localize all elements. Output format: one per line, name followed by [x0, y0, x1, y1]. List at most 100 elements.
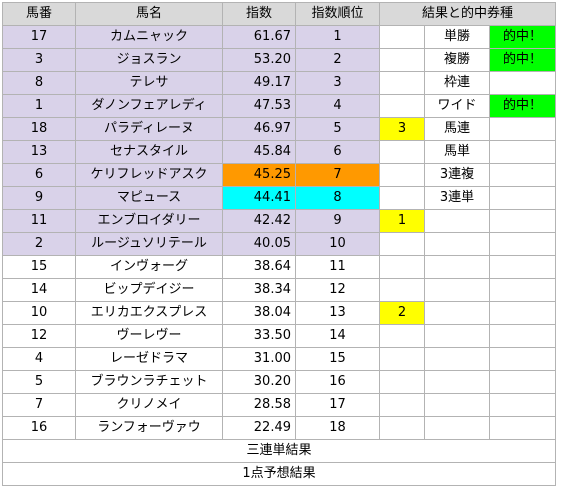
- index-rank-cell: 7: [295, 163, 380, 187]
- index-cell: 44.41: [222, 186, 296, 210]
- index-rank-cell: 15: [295, 347, 380, 371]
- horse-name-cell: インヴォーグ: [75, 255, 223, 279]
- bet-type-cell: ワイド: [424, 94, 490, 118]
- hit-cell: [489, 301, 556, 325]
- index-rank-cell: 12: [295, 278, 380, 302]
- hit-cell: [489, 232, 556, 256]
- result-cell: [379, 278, 425, 302]
- bet-type-cell: [424, 370, 490, 394]
- horse-name-cell: ブラウンラチェット: [75, 370, 223, 394]
- index-rank-cell: 13: [295, 301, 380, 325]
- table-row: 7 クリノメイ 28.58 17: [2, 393, 556, 417]
- horse-name-cell: ヴーレヴー: [75, 324, 223, 348]
- horse-number-cell: 14: [2, 278, 76, 302]
- table-row: 13 セナスタイル 45.84 6 馬単: [2, 140, 556, 164]
- horse-number-cell: 9: [2, 186, 76, 210]
- hit-cell: [489, 370, 556, 394]
- horse-number-cell: 4: [2, 347, 76, 371]
- index-table: 馬番 馬名 指数 指数順位 結果と的中券種 17 カムニャック 61.67 1 単勝 的中…: [2, 2, 556, 486]
- result-cell: [379, 416, 425, 440]
- index-cell: 22.49: [222, 416, 296, 440]
- horse-number-cell: 17: [2, 25, 76, 49]
- table-row: 3 ジョスラン 53.20 2 複勝 的中！: [2, 48, 556, 72]
- horse-name-cell: ジョスラン: [75, 48, 223, 72]
- table-row: 18 パラディレーヌ 46.97 5 3 馬連: [2, 117, 556, 141]
- hit-cell: [489, 163, 556, 187]
- table-row: 17 カムニャック 61.67 1 単勝 的中！: [2, 25, 556, 49]
- index-rank-cell: 1: [295, 25, 380, 49]
- table-row: 9 マピュース 44.41 8 3連単: [2, 186, 556, 210]
- hit-cell: 的中！: [489, 25, 556, 49]
- header-index: 指数: [222, 2, 296, 26]
- result-cell: [379, 25, 425, 49]
- bet-type-cell: [424, 232, 490, 256]
- horse-name-cell: ビップデイジー: [75, 278, 223, 302]
- footer-trifecta-row: 三連単結果: [2, 439, 556, 463]
- index-rank-cell: 16: [295, 370, 380, 394]
- horse-number-cell: 18: [2, 117, 76, 141]
- hit-cell: 的中！: [489, 48, 556, 72]
- header-row: 馬番 馬名 指数 指数順位 結果と的中券種: [2, 2, 556, 26]
- horse-number-cell: 10: [2, 301, 76, 325]
- hit-cell: [489, 255, 556, 279]
- horse-number-cell: 8: [2, 71, 76, 95]
- index-cell: 31.00: [222, 347, 296, 371]
- result-cell: [379, 186, 425, 210]
- header-horse-number: 馬番: [2, 2, 76, 26]
- index-cell: 53.20: [222, 48, 296, 72]
- horse-name-cell: エンブロイダリー: [75, 209, 223, 233]
- horse-name-cell: ダノンフェアレディ: [75, 94, 223, 118]
- bet-type-cell: 複勝: [424, 48, 490, 72]
- horse-number-cell: 7: [2, 393, 76, 417]
- horse-number-cell: 12: [2, 324, 76, 348]
- index-rank-cell: 5: [295, 117, 380, 141]
- index-rank-cell: 3: [295, 71, 380, 95]
- bet-type-cell: 3連複: [424, 163, 490, 187]
- result-cell: [379, 232, 425, 256]
- hit-cell: [489, 347, 556, 371]
- bet-type-cell: 馬連: [424, 117, 490, 141]
- horse-name-cell: ケリフレッドアスク: [75, 163, 223, 187]
- result-cell: [379, 94, 425, 118]
- bet-type-cell: [424, 301, 490, 325]
- index-rank-cell: 11: [295, 255, 380, 279]
- hit-cell: 的中！: [489, 94, 556, 118]
- table-row: 2 ルージュソリテール 40.05 10: [2, 232, 556, 256]
- horse-name-cell: マピュース: [75, 186, 223, 210]
- index-cell: 28.58: [222, 393, 296, 417]
- horse-number-cell: 11: [2, 209, 76, 233]
- hit-cell: [489, 117, 556, 141]
- bet-type-cell: 単勝: [424, 25, 490, 49]
- bet-type-cell: [424, 209, 490, 233]
- index-cell: 49.17: [222, 71, 296, 95]
- hit-cell: [489, 416, 556, 440]
- horse-number-cell: 3: [2, 48, 76, 72]
- table-row: 16 ランフォーヴァウ 22.49 18: [2, 416, 556, 440]
- table-row: 12 ヴーレヴー 33.50 14: [2, 324, 556, 348]
- index-rank-cell: 6: [295, 140, 380, 164]
- footer-trifecta: 三連単結果: [2, 439, 556, 463]
- horse-number-cell: 13: [2, 140, 76, 164]
- index-rank-cell: 18: [295, 416, 380, 440]
- horse-number-cell: 2: [2, 232, 76, 256]
- index-rank-cell: 4: [295, 94, 380, 118]
- index-rank-cell: 17: [295, 393, 380, 417]
- index-cell: 40.05: [222, 232, 296, 256]
- result-cell: [379, 255, 425, 279]
- result-cell: [379, 370, 425, 394]
- index-cell: 33.50: [222, 324, 296, 348]
- horse-name-cell: クリノメイ: [75, 393, 223, 417]
- index-cell: 61.67: [222, 25, 296, 49]
- horse-name-cell: カムニャック: [75, 25, 223, 49]
- bet-type-cell: [424, 416, 490, 440]
- hit-cell: [489, 186, 556, 210]
- hit-cell: [489, 393, 556, 417]
- result-cell: [379, 48, 425, 72]
- index-cell: 45.25: [222, 163, 296, 187]
- table-row: 1 ダノンフェアレディ 47.53 4 ワイド 的中！: [2, 94, 556, 118]
- horse-number-cell: 5: [2, 370, 76, 394]
- table-row: 8 テレサ 49.17 3 枠連: [2, 71, 556, 95]
- table-row: 4 レーゼドラマ 31.00 15: [2, 347, 556, 371]
- horse-name-cell: ルージュソリテール: [75, 232, 223, 256]
- result-cell: [379, 393, 425, 417]
